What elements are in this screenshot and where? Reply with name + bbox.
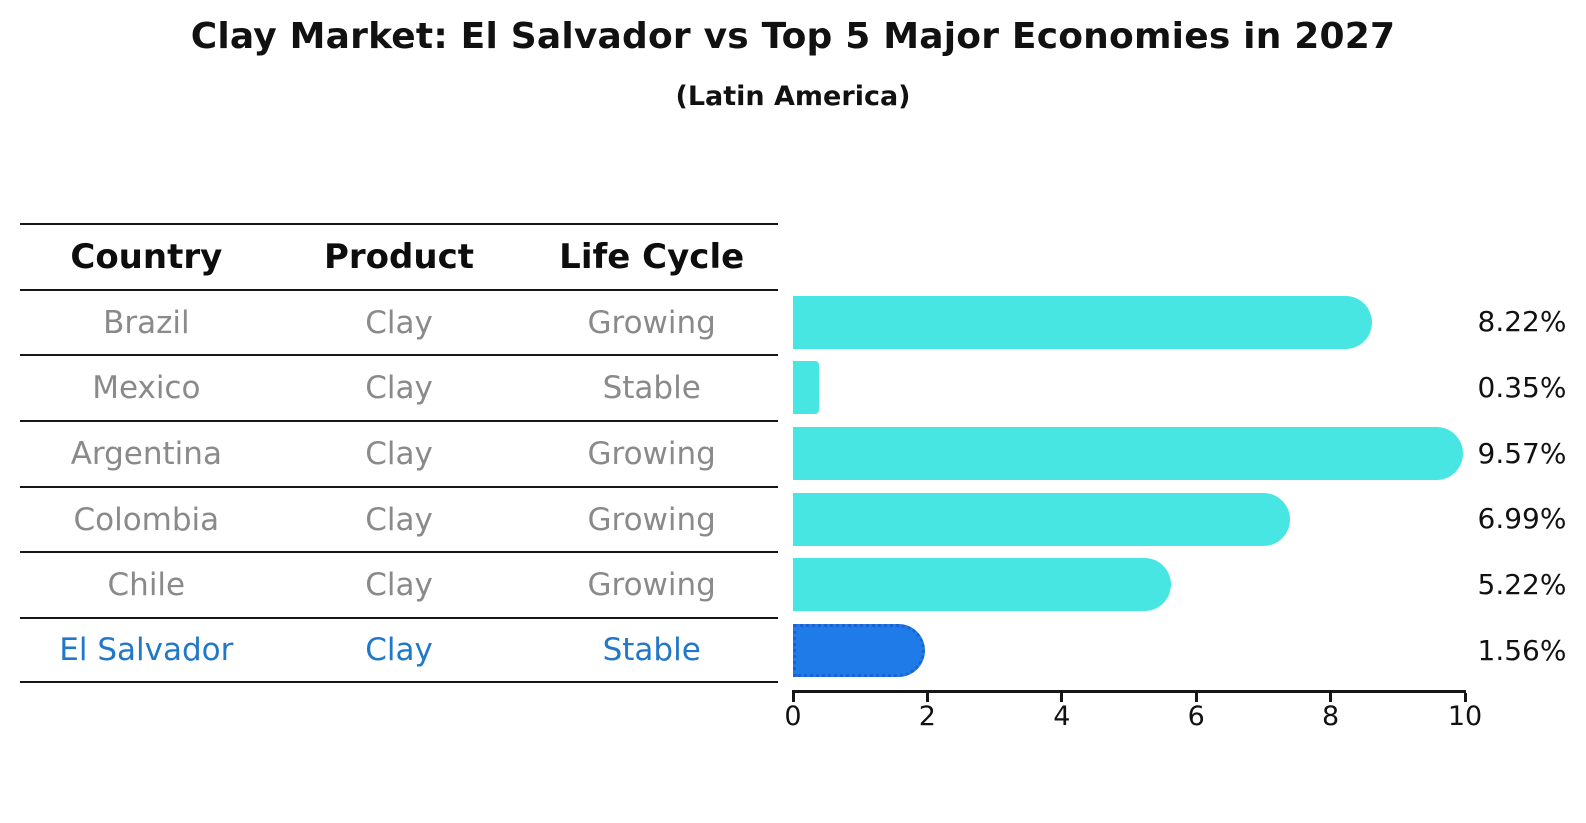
table-cell-product: Clay — [365, 370, 433, 407]
table-cell-product: Clay — [365, 631, 433, 668]
x-axis-tick-label: 8 — [1322, 701, 1340, 732]
bar — [793, 492, 1290, 546]
bar-value-label: 6.99% — [1477, 502, 1567, 536]
table-cell-life-cycle: Stable — [602, 631, 701, 668]
bar-value-label: 8.22% — [1477, 305, 1567, 339]
table-cell-product: Clay — [365, 304, 433, 341]
x-axis-tick-label: 10 — [1447, 701, 1483, 732]
table-cell-product: Clay — [365, 567, 433, 604]
x-axis-tick-mark — [1329, 693, 1333, 702]
bar — [793, 295, 1373, 349]
table-cell-country: Mexico — [92, 370, 201, 407]
x-axis-tick-mark — [1060, 693, 1064, 702]
column-header-country: Country — [70, 236, 223, 277]
table-cell-country: El Salvador — [59, 631, 234, 668]
table-cell-life-cycle: Stable — [602, 370, 701, 407]
table-cell-country: Colombia — [73, 501, 220, 538]
chart-title: Clay Market: El Salvador vs Top 5 Major … — [190, 16, 1396, 57]
table-cell-country: Chile — [107, 567, 186, 604]
x-axis-tick-mark — [1194, 693, 1198, 702]
table-row: Brazil Clay Growing — [20, 288, 778, 355]
table-cell-life-cycle: Growing — [587, 435, 716, 472]
x-axis-tick-label: 0 — [784, 701, 802, 732]
x-axis-tick-label: 2 — [918, 701, 936, 732]
x-axis-tick-mark — [925, 693, 929, 702]
table-cell-product: Clay — [365, 435, 433, 472]
bar — [793, 361, 819, 415]
table-row: Mexico Clay Stable — [20, 354, 778, 420]
chart-subtitle: (Latin America) — [675, 81, 911, 112]
column-header-life-cycle: Life Cycle — [559, 236, 745, 277]
table-header-row: Country Product Life Cycle — [20, 223, 778, 289]
table-cell-life-cycle: Growing — [587, 501, 716, 538]
x-axis-tick-label: 4 — [1053, 701, 1071, 732]
bar-value-label: 9.57% — [1477, 436, 1567, 470]
x-axis-line — [792, 690, 1466, 693]
x-axis-tick-label: 6 — [1187, 701, 1205, 732]
table-cell-country: Argentina — [70, 435, 222, 472]
x-axis-tick-mark — [1463, 693, 1467, 702]
table-cell-country: Brazil — [103, 304, 190, 341]
table-cell-life-cycle: Growing — [587, 304, 716, 341]
bar — [793, 558, 1171, 612]
column-header-product: Product — [324, 236, 474, 277]
table-cell-product: Clay — [365, 501, 433, 538]
bar-value-label: 1.56% — [1477, 633, 1567, 667]
bar — [793, 427, 1464, 481]
table-row: Colombia Clay Growing — [20, 485, 778, 552]
bar-value-label: 5.22% — [1477, 567, 1567, 601]
bar-highlighted — [793, 624, 925, 678]
comparison-table: Country Product Life Cycle Brazil Clay Gro… — [20, 223, 778, 683]
table-row: Chile Clay Growing — [20, 551, 778, 617]
table-row: El Salvador Clay Stable — [20, 617, 778, 683]
bar-value-label: 0.35% — [1477, 370, 1567, 404]
table-cell-life-cycle: Growing — [587, 567, 716, 604]
table-row: Argentina Clay Growing — [20, 420, 778, 486]
x-axis-tick-mark — [791, 693, 795, 702]
